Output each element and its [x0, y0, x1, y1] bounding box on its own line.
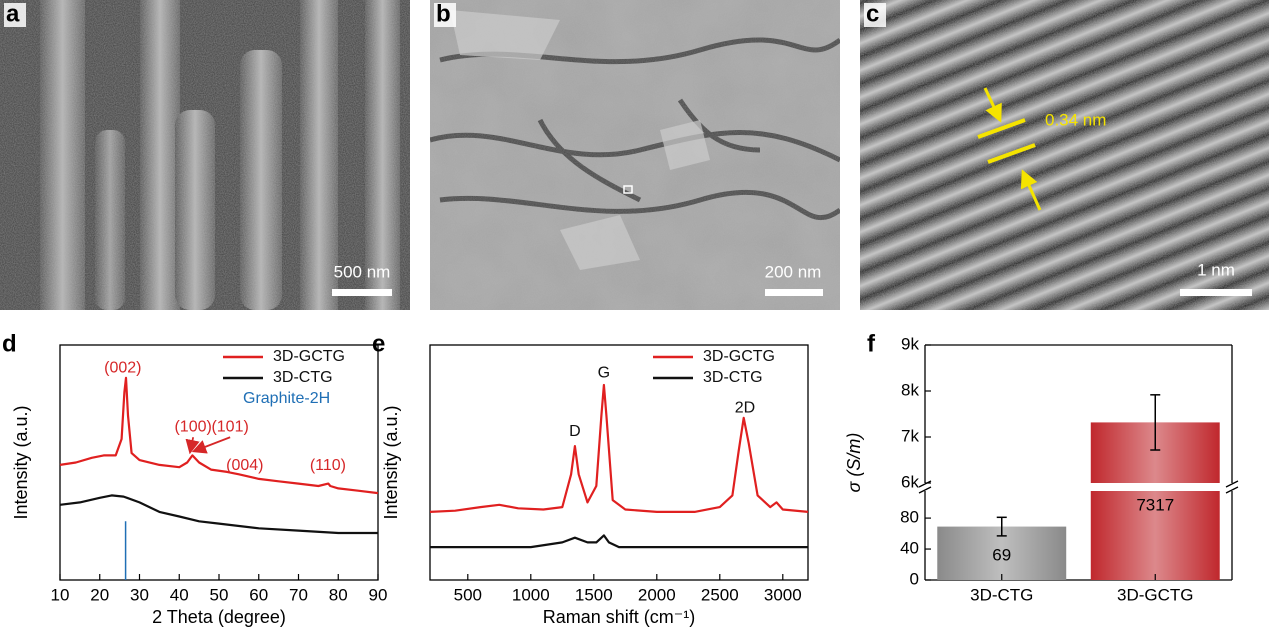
x-tick-label: 3D-GCTG: [1117, 585, 1194, 604]
peak-label: (100): [174, 418, 211, 435]
y-tick-label: 7k: [901, 426, 919, 445]
scale-bar-label: 200 nm: [765, 262, 822, 281]
x-tick-label: 2500: [701, 585, 739, 604]
legend-label: 3D-GCTG: [703, 348, 775, 365]
tem-image: [430, 0, 840, 310]
x-tick-label: 2000: [638, 585, 676, 604]
peak-label: (004): [226, 457, 263, 474]
scale-bar: [332, 289, 392, 296]
x-tick-label: 80: [329, 585, 348, 604]
x-tick-label: 30: [130, 585, 149, 604]
x-tick-label: 70: [289, 585, 308, 604]
x-tick-label: 3D-CTG: [970, 585, 1033, 604]
hrtem-image: 0.34 nm: [860, 0, 1269, 310]
peak-label: (101): [211, 418, 248, 435]
y-tick-label: 40: [900, 539, 919, 558]
axis-break: [918, 486, 932, 494]
bar-sheen: [1090, 491, 1220, 580]
legend-label: 3D-CTG: [703, 369, 763, 386]
spectrum-line: [59, 494, 378, 535]
legend-label: 3D-CTG: [273, 369, 333, 386]
scale-bar-label: 1 nm: [1197, 260, 1235, 279]
peak-label: (110): [310, 457, 346, 474]
peak-arrow: [191, 436, 231, 454]
panel-label: c: [866, 0, 879, 27]
peak-label: (002): [104, 360, 141, 377]
x-tick-label: 40: [170, 585, 189, 604]
x-tick-label: 90: [369, 585, 388, 604]
y-axis-label: σ (S/m): [844, 433, 864, 493]
spectrum-line: [429, 383, 809, 513]
y-tick-label: 9k: [901, 334, 919, 353]
peak-label: 2D: [735, 400, 755, 417]
peak-arrow: [185, 437, 200, 455]
y-tick-label: 0: [910, 569, 919, 588]
spacing-label: 0.34 nm: [1045, 110, 1106, 129]
y-tick-label: 8k: [901, 380, 919, 399]
value-label: 7317: [1136, 495, 1174, 514]
legend-label: 3D-GCTG: [273, 348, 345, 365]
peak-label: D: [569, 423, 581, 440]
x-tick-label: 50: [210, 585, 229, 604]
x-tick-label: 1500: [575, 585, 613, 604]
y-axis-label: Intensity (a.u.): [381, 405, 401, 519]
sem-image: [0, 0, 410, 310]
axis-break: [1225, 486, 1239, 494]
panel-label: e: [372, 330, 385, 357]
scale-bar: [765, 289, 823, 296]
panel-label: a: [6, 0, 20, 27]
panel-label: b: [436, 0, 451, 27]
axis-break: [1225, 480, 1239, 488]
value-label: 69: [992, 545, 1011, 564]
x-tick-label: 60: [249, 585, 268, 604]
scale-bar-label: 500 nm: [334, 262, 391, 281]
spectrum-line: [430, 534, 808, 549]
x-axis-label: 2 Theta (degree): [152, 607, 286, 627]
x-tick-label: 3000: [764, 585, 802, 604]
peak-label: G: [598, 364, 610, 381]
y-tick-label: 80: [900, 508, 919, 527]
x-tick-label: 500: [454, 585, 482, 604]
panel-label: d: [2, 330, 17, 357]
panel-label: f: [867, 330, 876, 357]
legend-label: Graphite-2H: [243, 390, 330, 407]
plot-frame: [429, 344, 809, 581]
x-tick-label: 20: [90, 585, 109, 604]
x-tick-label: 1000: [512, 585, 550, 604]
y-axis-label: Intensity (a.u.): [11, 405, 31, 519]
scale-bar: [1180, 289, 1252, 296]
axis-break: [918, 480, 932, 488]
spectrum-line: [59, 376, 379, 495]
x-axis-label: Raman shift (cm⁻¹): [543, 607, 696, 627]
y-tick-label: 6k: [901, 472, 919, 491]
x-tick-label: 10: [51, 585, 70, 604]
